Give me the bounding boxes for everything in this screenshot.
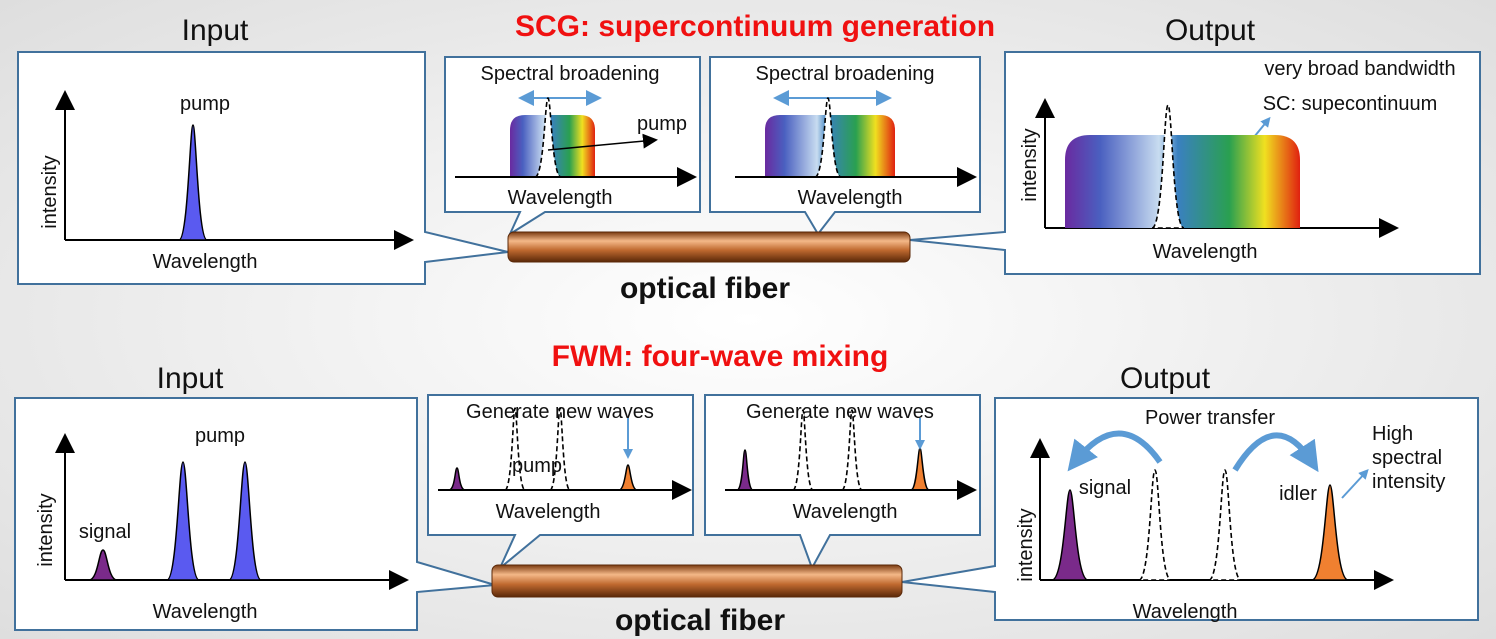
note: very broad bandwidth xyxy=(1264,58,1455,80)
spectrum xyxy=(1065,135,1300,228)
axis-label: intensity xyxy=(1015,508,1037,581)
optical-fiber xyxy=(508,232,910,262)
peak-label: signal xyxy=(79,521,131,543)
heading: Input xyxy=(182,14,249,47)
axis-label: Wavelength xyxy=(793,501,898,523)
section-title: FWM: four-wave mixing xyxy=(552,340,889,373)
axis-label: Wavelength xyxy=(1153,241,1258,263)
optical-fiber xyxy=(492,565,902,597)
peak-label: signal xyxy=(1079,477,1131,499)
axis-label: Wavelength xyxy=(496,501,601,523)
heading: Output xyxy=(1165,14,1256,47)
axis-label: intensity xyxy=(35,493,57,566)
stage-title: Spectral broadening xyxy=(755,63,934,85)
section-title: SCG: supercontinuum generation xyxy=(515,10,995,43)
axis-label: intensity xyxy=(39,155,61,228)
axis-label: Wavelength xyxy=(153,251,258,273)
heading: Output xyxy=(1120,362,1211,395)
diagram: Input SCG: supercontinuum generation Out… xyxy=(0,0,1496,639)
transfer-label: Power transfer xyxy=(1145,407,1275,429)
heading: Input xyxy=(157,362,224,395)
peak-label: idler xyxy=(1279,483,1317,505)
axis-label: Wavelength xyxy=(1133,601,1238,623)
peak-label: pump xyxy=(180,93,230,115)
sc-label: SC: supecontinuum xyxy=(1263,93,1438,115)
peak-label: pump xyxy=(512,455,562,477)
axis-label: Wavelength xyxy=(798,187,903,209)
peak-label: pump xyxy=(637,113,687,135)
fiber-label: optical fiber xyxy=(615,604,785,637)
note: intensity xyxy=(1372,471,1445,493)
fiber-label: optical fiber xyxy=(620,272,790,305)
note: High xyxy=(1372,423,1413,445)
peak-label: pump xyxy=(195,425,245,447)
note: spectral xyxy=(1372,447,1442,469)
axis-label: intensity xyxy=(1019,128,1041,201)
stage-title: Generate new waves xyxy=(746,401,934,423)
axis-label: Wavelength xyxy=(508,187,613,209)
stage-title: Spectral broadening xyxy=(480,63,659,85)
axis-label: Wavelength xyxy=(153,601,258,623)
